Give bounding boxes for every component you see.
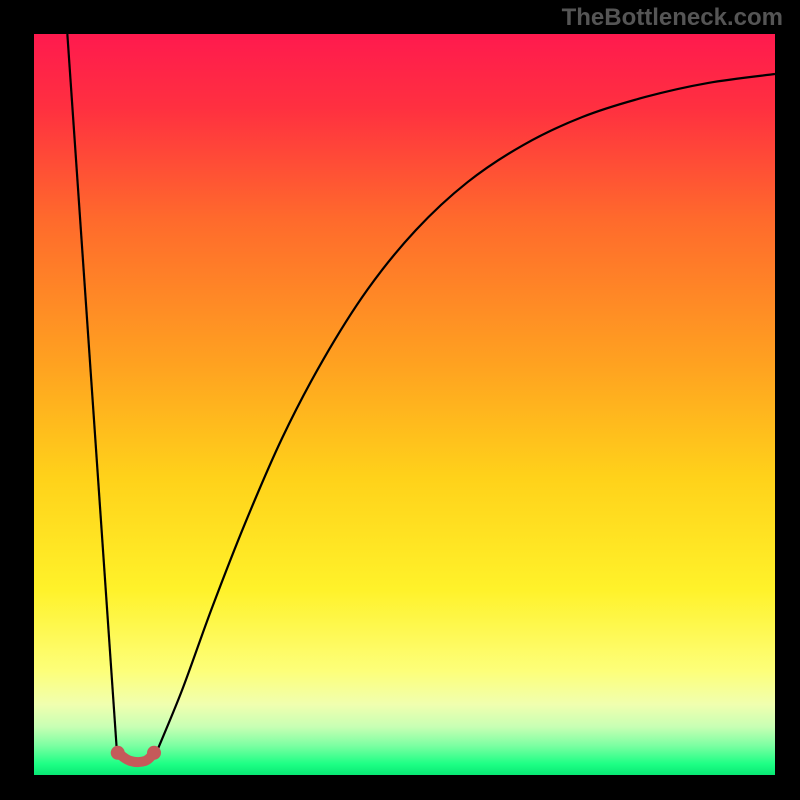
marker-endpoint-1: [147, 746, 161, 760]
chart-canvas: TheBottleneck.com: [0, 0, 800, 800]
gradient-background: [34, 34, 775, 775]
attribution-text: TheBottleneck.com: [562, 4, 783, 32]
marker-endpoint-0: [111, 746, 125, 760]
plot-svg: [34, 34, 775, 775]
plot-area: [34, 34, 775, 775]
